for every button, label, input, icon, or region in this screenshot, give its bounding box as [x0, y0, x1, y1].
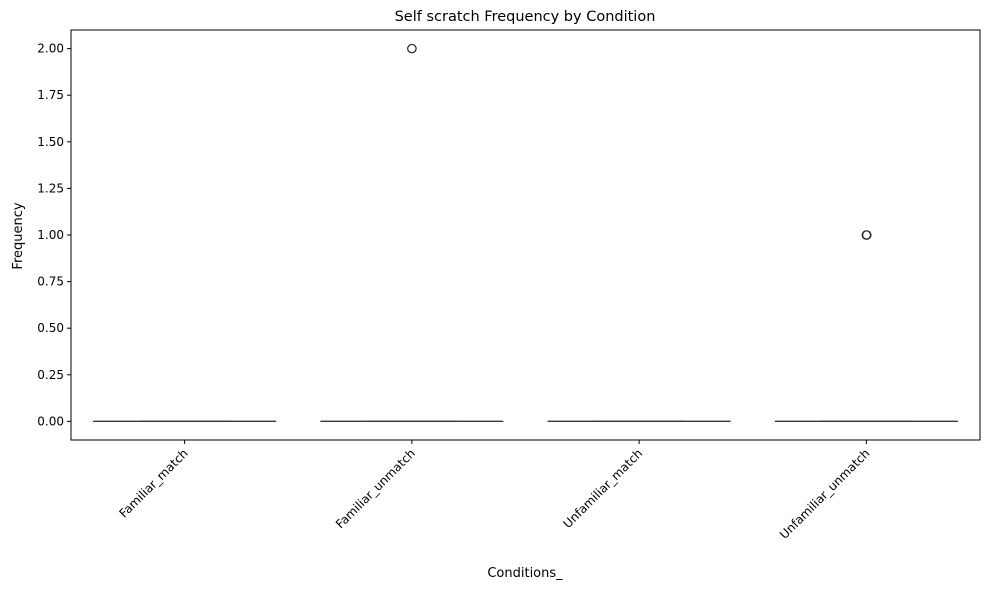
y-tick-label: 0.50	[37, 321, 64, 335]
x-tick-label: Familiar_match	[116, 446, 190, 520]
outlier-point	[861, 230, 872, 240]
x-tick-label: Unfamiliar_unmatch	[777, 446, 873, 542]
chart-title: Self scratch Frequency by Condition	[395, 9, 656, 25]
outlier-point	[407, 43, 417, 54]
plot-frame	[70, 29, 981, 441]
y-tick-label: 1.00	[37, 228, 64, 242]
y-tick-label: 0.00	[37, 414, 64, 428]
y-tick-label: 1.25	[37, 181, 64, 195]
plot-area: 0.00 0.25 0.50 0.75 1.00 1.25 1.50 1.75 2.00 Fami…	[37, 29, 981, 542]
y-tick-label: 0.75	[37, 275, 64, 289]
x-tick-label: Unfamiliar_match	[560, 446, 645, 531]
y-tick-label: 1.75	[37, 88, 64, 102]
y-tick-label: 2.00	[37, 42, 64, 56]
y-tick-label: 0.25	[37, 368, 64, 382]
y-tick-label: 1.50	[37, 135, 64, 149]
x-axis-label: Conditions_	[487, 566, 563, 581]
x-tick-label: Familiar_unmatch	[333, 446, 418, 531]
y-axis-label: Frequency	[11, 202, 26, 269]
